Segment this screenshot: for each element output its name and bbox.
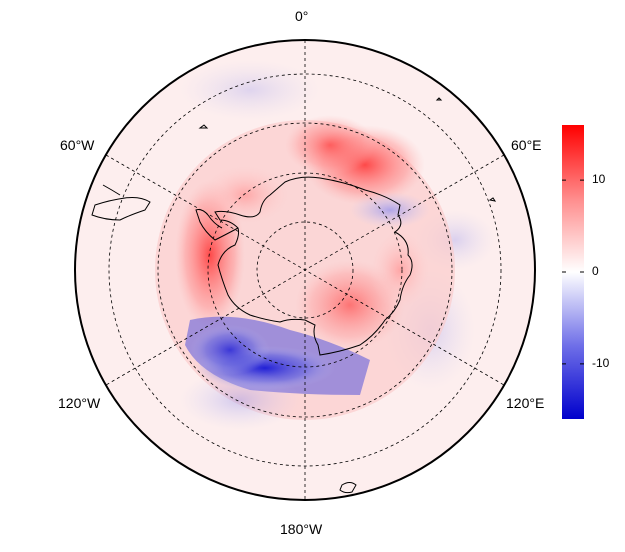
longitude-label-120e: 120°E [506, 395, 545, 411]
longitude-label-180w: 180°W [280, 521, 323, 537]
meridian-60e-120w [105, 154, 505, 386]
colorbar-tick-label: -10 [592, 355, 610, 370]
longitude-label-60w: 60°W [60, 137, 95, 153]
small-island-2 [488, 197, 497, 202]
anomaly-field [75, 40, 535, 500]
colorbar-gradient [562, 125, 584, 419]
antarctica-coastline [214, 176, 413, 356]
south-america-coast [102, 184, 121, 196]
longitude-label-60e: 60°E [511, 137, 542, 153]
longitude-label-120w: 120°W [58, 395, 101, 411]
antarctic-peninsula [195, 209, 239, 241]
latitude-circle-3 [157, 122, 453, 418]
graticule [105, 40, 505, 500]
colorbar-ticks [562, 179, 584, 365]
colorbar-tick-label: 0 [592, 264, 599, 278]
new-zealand-island [339, 482, 357, 494]
small-island-1 [198, 124, 209, 129]
colorbar [562, 125, 584, 419]
coastline [91, 97, 497, 494]
map-frame [74, 39, 536, 501]
small-island-3 [435, 97, 443, 101]
colorbar-tick-label: 10 [592, 172, 606, 187]
longitude-label-0: 0° [295, 8, 309, 24]
south-america-tip [91, 197, 151, 221]
latitude-circle-inner [256, 221, 354, 319]
